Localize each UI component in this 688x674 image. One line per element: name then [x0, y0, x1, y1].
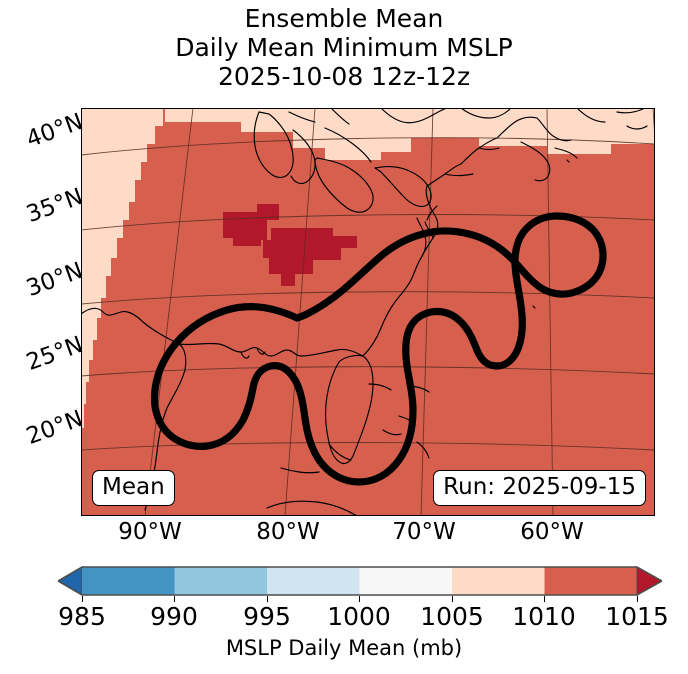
colorbar-label-1015: 1015	[605, 602, 669, 631]
coastlines	[81, 108, 648, 516]
colorbar-band-1005-1010	[452, 567, 545, 595]
colorbar-title: MSLP Daily Mean (mb)	[225, 636, 463, 660]
colorbar-label-995: 995	[243, 602, 291, 631]
lon-label-90w: 90°W	[118, 519, 182, 545]
colorbar-band-990-995	[174, 567, 267, 595]
colorbar-tick-1015	[637, 596, 639, 602]
lon-label-70w: 70°W	[392, 519, 456, 545]
lon-label-60w: 60°W	[520, 519, 584, 545]
lon-label-80w: 80°W	[256, 519, 320, 545]
lat-label-30n: 30°N	[23, 257, 87, 303]
mean-label-box[interactable]: Mean	[92, 470, 175, 506]
colorbar-canvas	[58, 566, 662, 596]
fill-region-over-1015-west	[223, 204, 279, 246]
fill-region-over-1015-east	[263, 228, 357, 286]
mslp-contour-thick	[150, 212, 607, 486]
colorbar-tick-1010	[544, 596, 546, 602]
fill-region-west-1005-1010	[81, 108, 163, 428]
colorbar-outline	[58, 566, 662, 596]
colorbar-tick-1000	[359, 596, 361, 602]
run-label-box[interactable]: Run: 2025-09-15	[433, 470, 646, 506]
map-canvas	[81, 108, 655, 516]
figure-title: Ensemble Mean Daily Mean Minimum MSLP 20…	[0, 4, 688, 91]
fill-region-1010-1015	[81, 108, 655, 516]
title-line-2: Daily Mean Minimum MSLP	[175, 33, 513, 62]
colorbar-over-arrow	[636, 566, 662, 596]
lat-label-35n: 35°N	[23, 183, 87, 229]
colorbar-label-985: 985	[58, 602, 106, 631]
lat-label-40n: 40°N	[23, 108, 87, 154]
colorbar-label-1000: 1000	[327, 602, 391, 631]
colorbar[interactable]	[58, 566, 662, 596]
colorbar-under-arrow	[58, 566, 83, 596]
colorbar-tick-1005	[452, 596, 454, 602]
colorbar-tick-985	[82, 596, 84, 602]
graticule-parallels	[81, 137, 655, 451]
map-panel[interactable]: Mean Run: 2025-09-15	[81, 108, 655, 516]
colorbar-band-985-990	[82, 567, 175, 595]
colorbar-tick-995	[267, 596, 269, 602]
colorbar-band-1000-1005	[359, 567, 452, 595]
lat-label-20n: 20°N	[23, 405, 87, 451]
title-line-3: 2025-10-08 12z-12z	[217, 62, 471, 91]
colorbar-label-1010: 1010	[512, 602, 576, 631]
colorbar-band-1010-1015	[544, 567, 637, 595]
lat-label-25n: 25°N	[23, 331, 87, 377]
colorbar-label-990: 990	[150, 602, 198, 631]
colorbar-label-1005: 1005	[420, 602, 484, 631]
colorbar-tick-990	[174, 596, 176, 602]
title-line-1: Ensemble Mean	[244, 4, 444, 33]
fill-region-north-1005-1010	[165, 108, 655, 160]
colorbar-band-995-1000	[267, 567, 360, 595]
